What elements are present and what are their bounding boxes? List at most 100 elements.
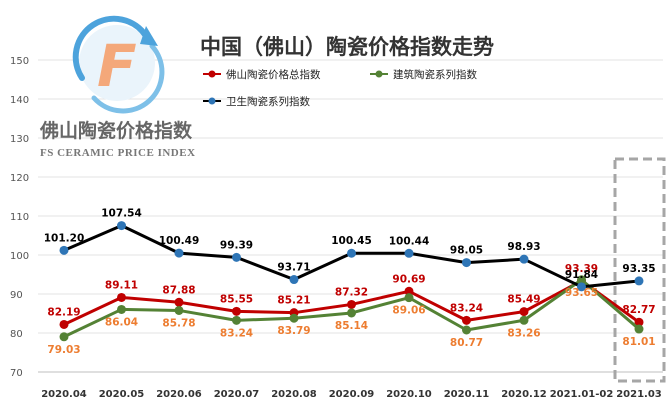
highlight-box [613, 157, 666, 383]
x-tick-label: 2021.01-02 [550, 389, 614, 400]
brand-block: F 佛山陶瓷价格指数 FS CERAMIC PRICE INDEX [39, 15, 196, 159]
data-label: 83.79 [277, 325, 310, 337]
data-point [59, 245, 69, 255]
data-label: 101.20 [44, 232, 85, 244]
legend-marker [208, 70, 216, 78]
data-label: 87.88 [162, 284, 195, 296]
data-point [174, 305, 184, 315]
data-point [404, 293, 414, 303]
data-label: 81.01 [622, 336, 655, 348]
data-point [462, 325, 471, 335]
series-lines [59, 221, 644, 342]
data-point [289, 275, 299, 285]
data-point [117, 221, 126, 231]
data-label: 79.03 [47, 344, 80, 356]
data-label: 80.77 [450, 337, 483, 349]
data-label: 87.32 [335, 286, 368, 298]
x-tick-label: 2020.11 [444, 389, 490, 400]
data-point [404, 286, 414, 296]
data-label: 85.78 [162, 317, 195, 329]
data-point [519, 254, 529, 264]
data-point [59, 319, 69, 329]
data-point [462, 315, 471, 325]
data-label: 93.39 [565, 263, 598, 275]
legend-entry: 建筑陶瓷系列指数 [393, 68, 477, 81]
data-label: 85.14 [335, 320, 368, 332]
logo-letter: F [97, 32, 137, 100]
data-point [347, 308, 356, 318]
y-tick-label: 80 [10, 329, 23, 340]
x-tick-label: 2020.08 [271, 389, 317, 400]
legend-entry: 卫生陶瓷系列指数 [226, 95, 310, 108]
data-label: 98.05 [450, 245, 483, 257]
data-point [577, 282, 586, 292]
brand-logo-icon: F [72, 15, 165, 114]
data-point [117, 292, 126, 302]
data-label: 83.24 [220, 327, 253, 339]
data-label: 83.24 [450, 302, 483, 314]
data-point [404, 248, 414, 258]
data-label: 100.45 [331, 235, 372, 247]
y-tick-label: 130 [10, 134, 29, 145]
data-point [634, 317, 644, 327]
data-point [634, 324, 644, 334]
data-label: 107.54 [101, 208, 142, 220]
data-point [174, 248, 184, 258]
y-tick-label: 100 [10, 251, 29, 262]
data-point [519, 307, 529, 317]
data-label: 98.93 [507, 241, 540, 253]
data-label: 83.26 [507, 327, 540, 339]
y-tick-label: 120 [10, 173, 29, 184]
data-label: 89.06 [392, 305, 425, 317]
y-tick-label: 90 [10, 290, 23, 301]
data-point [577, 275, 586, 285]
legend-entry: 佛山陶瓷价格总指数 [226, 68, 321, 81]
y-tick-label: 110 [10, 212, 29, 223]
data-label: 85.55 [220, 293, 253, 305]
axes: 70 80 90 100 110 120 130 140 150 2020.04 2020.05 20… [10, 56, 663, 400]
y-tick-label: 140 [10, 95, 29, 106]
data-point [634, 276, 644, 286]
y-tick-label: 150 [10, 56, 29, 67]
x-tick-label: 2020.07 [214, 389, 260, 400]
y-tick-label: 70 [10, 368, 23, 379]
data-point [232, 306, 241, 316]
data-label: 100.44 [389, 235, 430, 247]
x-tick-label: 2020.04 [41, 389, 87, 400]
data-point [232, 252, 241, 262]
data-label: 100.49 [159, 235, 200, 247]
data-label: 93.65 [565, 287, 598, 299]
brand-name-cn: 佛山陶瓷价格指数 [39, 119, 193, 142]
chart-title: 中国（佛山）陶瓷价格指数走势 [200, 35, 494, 59]
x-tick-label: 2020.10 [386, 389, 432, 400]
data-point [232, 315, 241, 325]
legend-marker [208, 97, 216, 105]
data-label: 90.69 [392, 273, 425, 285]
x-tick-label: 2020.05 [99, 389, 145, 400]
data-label: 91.84 [565, 269, 598, 281]
x-tick-label: 2020.12 [501, 389, 547, 400]
data-label: 82.19 [47, 306, 80, 318]
data-point [174, 297, 184, 307]
data-point [59, 332, 69, 342]
x-tick-label: 2020.06 [156, 389, 202, 400]
highlight-dashed-box [613, 157, 666, 383]
data-point [289, 313, 299, 323]
data-label: 82.77 [622, 304, 655, 316]
legend-marker [375, 70, 383, 78]
data-point [117, 304, 126, 314]
x-tick-label: 2020.09 [329, 389, 375, 400]
data-label: 93.71 [277, 262, 310, 274]
data-point [462, 258, 471, 268]
data-label: 86.04 [105, 316, 138, 328]
data-point [519, 315, 529, 325]
data-point [347, 299, 356, 309]
x-tick-label: 2021.03 [616, 389, 662, 400]
data-label: 99.39 [220, 239, 253, 251]
data-point [347, 248, 356, 258]
data-label: 85.49 [507, 294, 540, 306]
brand-name-en: FS CERAMIC PRICE INDEX [40, 147, 196, 159]
